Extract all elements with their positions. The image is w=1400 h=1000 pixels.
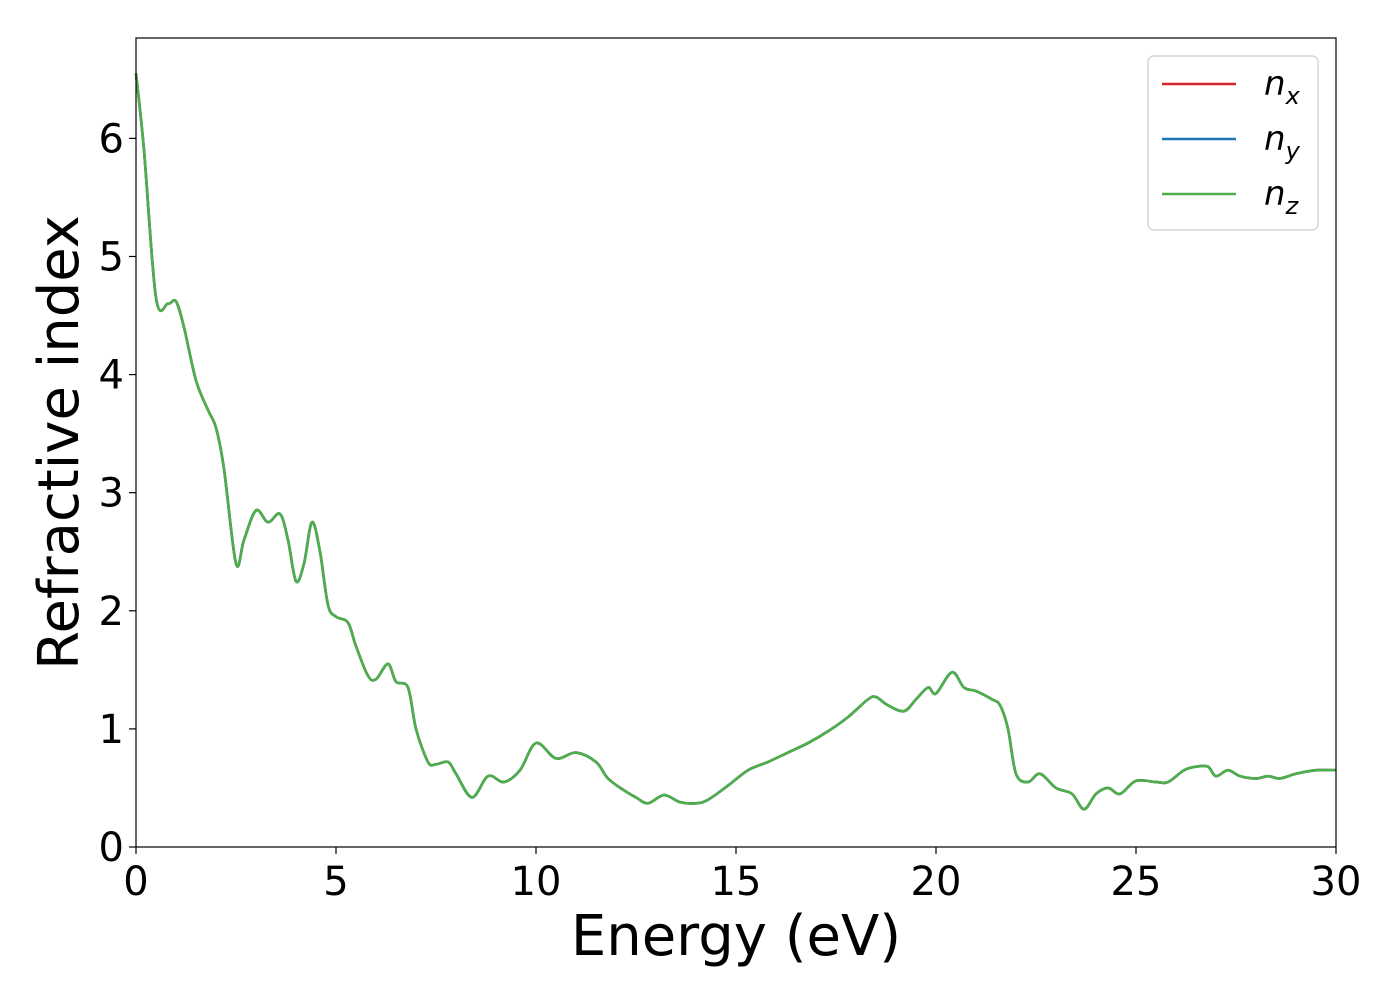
x-tick-label: 0 xyxy=(123,859,148,905)
x-tick-label: 10 xyxy=(511,859,562,905)
y-tick-label: 2 xyxy=(99,589,124,635)
y-tick-label: 3 xyxy=(99,471,124,517)
x-tick-label: 15 xyxy=(711,859,762,905)
y-tick-label: 6 xyxy=(99,116,124,162)
x-axis-ticks: 0 5 10 15 20 25 30 xyxy=(123,847,1361,905)
x-tick-label: 25 xyxy=(1111,859,1162,905)
legend-label-n-x: nx xyxy=(1264,64,1301,110)
y-axis-ticks: 0 1 2 3 4 5 6 xyxy=(99,116,136,871)
x-tick-label: 20 xyxy=(911,859,962,905)
x-axis-label: Energy (eV) xyxy=(571,904,901,969)
x-tick-label: 5 xyxy=(323,859,348,905)
series-line-n-z xyxy=(134,73,1337,811)
y-tick-label: 0 xyxy=(99,825,124,871)
x-tick-label: 30 xyxy=(1311,859,1362,905)
legend-box xyxy=(1147,55,1319,231)
y-tick-label: 1 xyxy=(99,707,124,753)
y-tick-label: 5 xyxy=(99,234,124,280)
y-axis-label: Refractive index xyxy=(27,215,92,670)
plot-lines xyxy=(134,73,1337,811)
legend-label-n-y: ny xyxy=(1264,119,1301,165)
legend-label-n-z: nz xyxy=(1264,174,1300,220)
y-tick-label: 4 xyxy=(99,353,124,399)
legend: nx ny nz xyxy=(1147,55,1319,231)
